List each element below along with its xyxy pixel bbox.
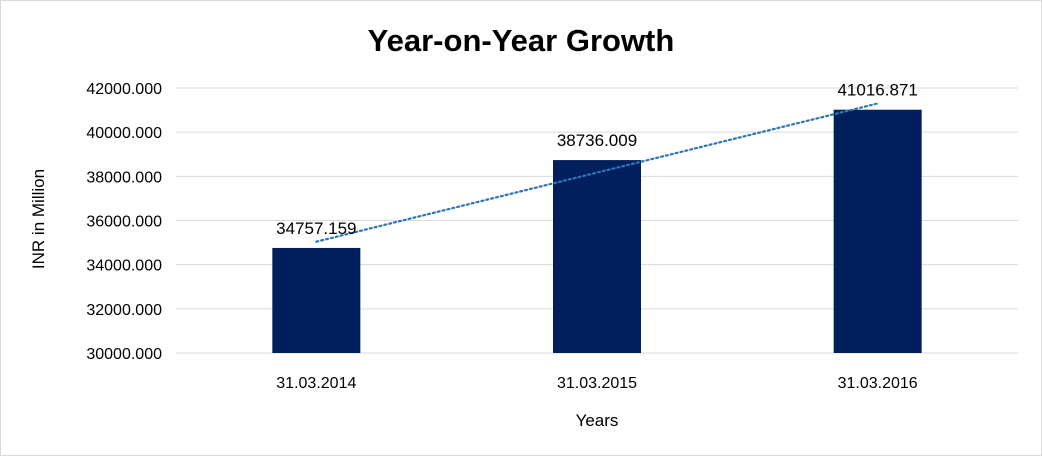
y-tick-label: 32000.000 (86, 302, 162, 319)
x-tick-label: 31.03.2016 (838, 375, 918, 392)
bar-31.03.2014 (272, 247, 361, 353)
y-axis-title: INR in Million (29, 169, 48, 269)
y-tick-label: 34000.000 (86, 258, 162, 275)
bar-31.03.2016 (833, 109, 922, 354)
bars (272, 109, 922, 354)
y-axis-ticks: 30000.000 32000.000 34000.000 36000.000 3800… (86, 81, 162, 363)
y-tick-label: 38000.000 (86, 169, 162, 186)
data-label: 38736.009 (557, 131, 637, 150)
bar-31.03.2015 (553, 160, 641, 353)
x-tick-label: 31.03.2014 (276, 375, 356, 392)
trendline (315, 102, 879, 243)
y-tick-label: 42000.000 (86, 81, 162, 98)
trendline-line (315, 102, 879, 243)
x-axis-title: Years (576, 411, 619, 430)
data-label: 41016.871 (837, 81, 917, 100)
y-tick-label: 40000.000 (86, 125, 162, 142)
chart-title: Year-on-Year Growth (368, 23, 675, 58)
y-tick-label: 30000.000 (86, 346, 162, 363)
x-axis-ticks: 31.03.2014 31.03.2015 31.03.2016 (276, 375, 918, 392)
data-label: 34757.159 (276, 219, 356, 238)
data-labels: 34757.159 38736.009 41016.871 (276, 81, 918, 238)
y-tick-label: 36000.000 (86, 214, 162, 231)
x-tick-label: 31.03.2015 (557, 375, 637, 392)
